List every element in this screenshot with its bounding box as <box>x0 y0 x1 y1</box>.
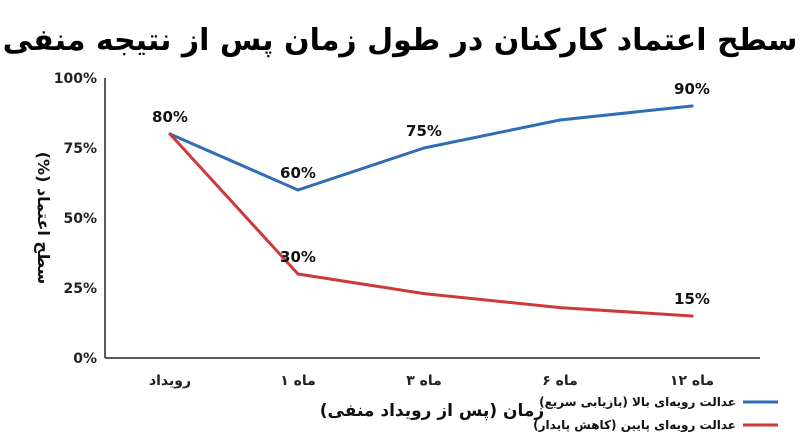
data-label: 30% <box>280 248 316 266</box>
x-tick-label: ماه ۱۲ <box>670 373 714 389</box>
x-axis: رویداد ماه ۱ ماه ۳ ماه ۶ ماه ۱۲ <box>105 357 760 389</box>
data-label: 80% <box>152 108 188 126</box>
data-point <box>422 292 426 296</box>
data-label: 15% <box>674 290 710 308</box>
y-axis-label: سطح اعتماد (%) <box>34 152 53 285</box>
y-axis: 0% 25% 50% 75% 100% <box>54 71 106 367</box>
y-tick-label: 75% <box>63 141 97 157</box>
data-label: 75% <box>406 122 442 140</box>
y-tick-label: 100% <box>54 71 97 87</box>
legend: عدالت رویه‌ای بالا (بازیابی سریع) عدالت … <box>533 395 778 433</box>
data-point <box>690 314 694 318</box>
legend-label-high: عدالت رویه‌ای بالا (بازیابی سریع) <box>539 395 736 410</box>
data-label: 90% <box>674 80 710 98</box>
series-line-0 <box>168 104 694 192</box>
x-axis-label: زمان (پس از رویداد منفی) <box>320 401 544 421</box>
x-tick-label: ماه ۶ <box>542 373 578 389</box>
data-point <box>558 306 562 310</box>
legend-label-low: عدالت رویه‌ای پایین (کاهش پایدار) <box>533 418 736 433</box>
data-label: 60% <box>280 164 316 182</box>
data-point <box>558 118 562 122</box>
y-tick-label: 0% <box>73 351 97 367</box>
data-point <box>296 188 300 192</box>
data-point <box>690 104 694 108</box>
y-tick-label: 25% <box>63 281 97 297</box>
plot-series <box>168 104 694 318</box>
x-tick-label: ماه ۳ <box>406 373 442 389</box>
x-tick-label: ماه ۱ <box>280 373 316 389</box>
data-point <box>168 132 172 136</box>
data-point <box>422 146 426 150</box>
y-tick-label: 50% <box>63 211 97 227</box>
series-line-1 <box>168 132 694 318</box>
data-point <box>296 272 300 276</box>
data-labels: 80% 60% 75% 90% 30% 15% <box>152 80 710 308</box>
chart-title: سطح اعتماد کارکنان در طول زمان پس از نتی… <box>3 23 798 58</box>
x-tick-label: رویداد <box>149 373 191 389</box>
